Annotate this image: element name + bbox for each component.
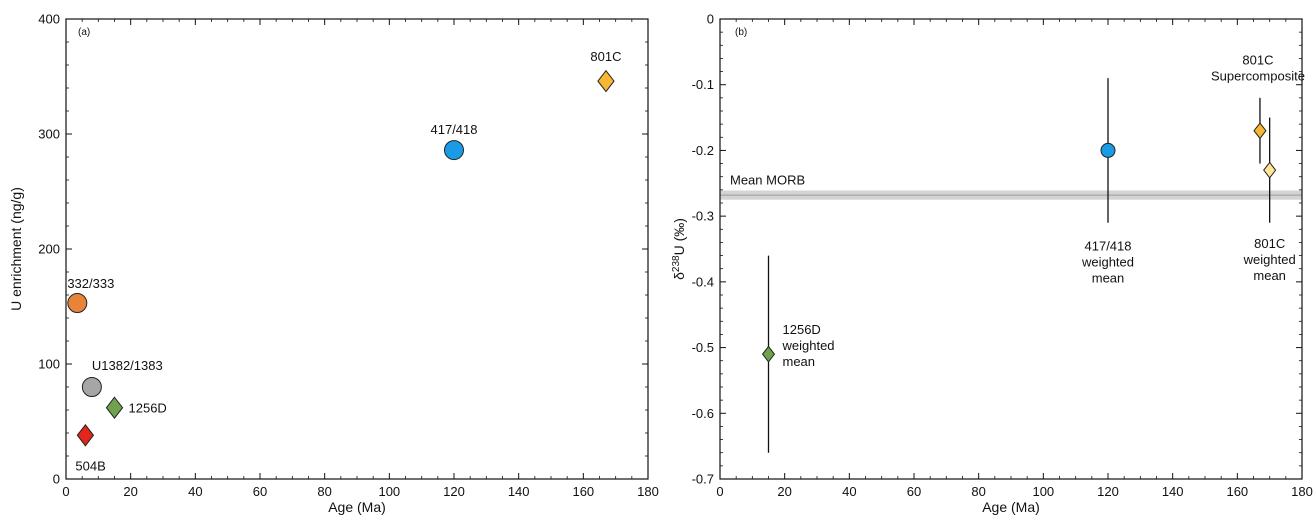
panel-b-x-tick-label: 60: [907, 484, 921, 499]
panel-a-y-tick-label: 100: [38, 357, 60, 372]
panel-b-y-tick-label: -0.6: [692, 406, 714, 421]
panel-a-x-tick-label: 20: [123, 484, 137, 499]
panel-a-x-tick-label: 80: [317, 484, 331, 499]
panel-b-label-line: 801C: [1254, 236, 1285, 251]
panel-b-x-axis-title: Age (Ma): [982, 499, 1040, 515]
panel-a-label-1256d: 1256D: [129, 401, 167, 416]
panel-b-x-tick-label: 160: [1226, 484, 1248, 499]
panel-b-x-tick-label: 40: [842, 484, 856, 499]
panel-a-point-332-333: [67, 293, 88, 314]
panel-b-label-line: weighted: [1081, 254, 1134, 269]
panel-b-y-tick-label: -0.1: [692, 77, 714, 92]
mean-morb-band: [720, 190, 1302, 200]
panel-b-y-tick-label: -0.4: [692, 274, 714, 289]
panel-b-y-tick-label: -0.5: [692, 340, 714, 355]
panel-b-x-tick-label: 0: [716, 484, 723, 499]
panel-b-y-axis-title: δ238U (‰): [671, 218, 688, 280]
panel-b-label-line: 801C: [1242, 53, 1273, 68]
panel-b-point-3: [1263, 161, 1277, 179]
panel-a-y-tick-label: 200: [38, 242, 60, 257]
panel-a-point-417-418: [444, 140, 464, 161]
panel-b-x-tick-label: 80: [971, 484, 985, 499]
panel-b: 0 20 40 60 80 100 120 140 160 180 0 -0.1 -0.2 -0.3 -0.…: [671, 12, 1313, 516]
panel-b-label-line: mean: [1253, 268, 1286, 283]
panel-a-y-tick-label: 0: [53, 472, 60, 487]
panel-a-label-504b: 504B: [75, 458, 105, 473]
panel-b-label-line: 417/418: [1085, 238, 1132, 253]
panel-a-ticks: 0 20 40 60 80 100 120 140 160 180 0 100 200 300 400: [38, 12, 659, 500]
panel-a-label-417-418: 417/418: [431, 122, 478, 137]
panel-b-label-line: 1256D: [783, 322, 821, 337]
panel-b-y-tick-label: -0.3: [692, 209, 714, 224]
panel-a-tag: (a): [78, 27, 90, 38]
panel-b-label-1: 417/418 weighted mean: [1081, 238, 1134, 285]
panel-b-frame: [719, 18, 1303, 480]
panel-b-label-line: mean: [1092, 270, 1125, 285]
panel-b-label-3: 801C weighted mean: [1243, 236, 1296, 283]
panel-b-point-1: [1100, 142, 1116, 158]
y-title-superscript: 238: [671, 255, 682, 272]
y-title-rest: U (‰): [671, 218, 687, 255]
panel-b-ticks: 0 20 40 60 80 100 120 140 160 180 0 -0.1 -0.2 -0.3 -0.…: [692, 12, 1313, 500]
panel-a-label-332-333: 332/333: [67, 276, 114, 291]
panel-a-y-axis-title: U enrichment (ng/g): [8, 187, 24, 311]
panel-a: 0 20 40 60 80 100 120 140 160 180 0 100 200 300 400 33…: [8, 12, 659, 516]
y-title-delta: δ: [671, 272, 687, 280]
panel-a-frame: [65, 18, 649, 480]
panel-b-y-tick-label: -0.2: [692, 143, 714, 158]
panel-a-point-504b: [76, 424, 95, 447]
panel-b-label-line: weighted: [1243, 252, 1296, 267]
panel-b-error-bars: [767, 78, 1271, 453]
panel-a-x-tick-label: 180: [637, 484, 659, 499]
panel-a-point-labels: 332/333 U1382/1383 1256D 504B 417/418 801C: [67, 49, 621, 473]
panel-b-label-line: Supercomposite: [1211, 69, 1305, 84]
panel-a-x-tick-label: 140: [508, 484, 530, 499]
panel-b-x-tick-label: 140: [1162, 484, 1184, 499]
panel-b-x-tick-label: 120: [1097, 484, 1119, 499]
panel-a-y-tick-label: 300: [38, 127, 60, 142]
panel-a-x-axis-title: Age (Ma): [328, 499, 386, 515]
panel-b-label-0: 1256D weighted mean: [782, 322, 835, 369]
panel-a-y-tick-label: 400: [38, 12, 60, 27]
panel-a-x-tick-label: 40: [188, 484, 202, 499]
panel-a-x-tick-label: 120: [443, 484, 465, 499]
panel-a-x-tick-label: 100: [378, 484, 400, 499]
panel-b-tag: (b): [735, 27, 747, 38]
panel-b-points: [761, 122, 1277, 363]
panel-a-label-u1382-1383: U1382/1383: [92, 358, 163, 373]
panel-b-x-tick-label: 100: [1032, 484, 1054, 499]
panel-a-x-tick-label: 160: [572, 484, 594, 499]
panel-a-point-1256d: [105, 396, 124, 419]
panel-a-point-u1382-1383: [81, 377, 102, 397]
panel-b-x-tick-label: 20: [777, 484, 791, 499]
panel-b-label-line: weighted: [782, 338, 835, 353]
panel-a-x-tick-label: 0: [62, 484, 69, 499]
panel-a-points: [67, 69, 615, 447]
panel-b-point-2: [1253, 122, 1267, 140]
panel-a-x-tick-label: 60: [253, 484, 267, 499]
panel-a-point-801c: [597, 69, 615, 93]
panel-b-label-line: mean: [783, 354, 816, 369]
panel-b-x-tick-label: 180: [1291, 484, 1313, 499]
panel-b-label-2: 801C Supercomposite: [1211, 53, 1305, 84]
panel-b-y-tick-label: -0.7: [692, 472, 714, 487]
panel-b-y-tick-label: 0: [707, 12, 714, 27]
mean-morb-label: Mean MORB: [730, 173, 805, 188]
panel-b-point-0: [761, 345, 776, 363]
panel-a-label-801c: 801C: [590, 49, 621, 64]
